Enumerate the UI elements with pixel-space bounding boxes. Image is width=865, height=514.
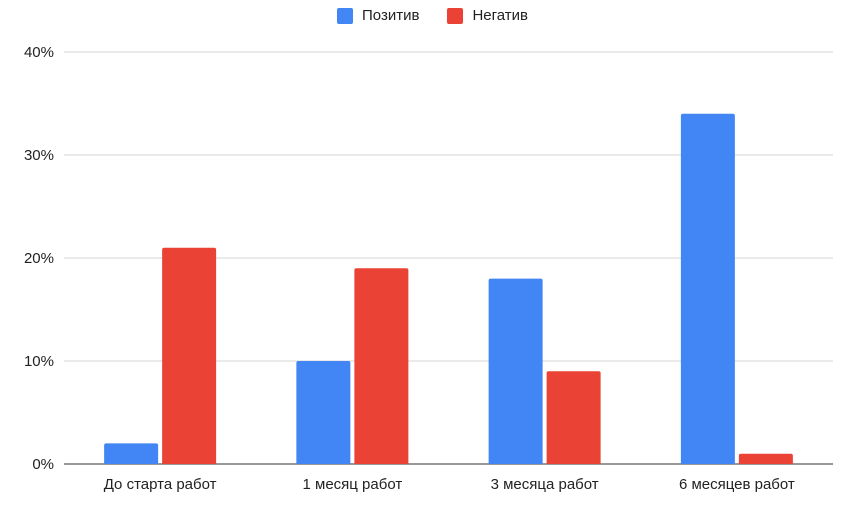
- bar-positive: [680, 113, 735, 465]
- y-tick-label: 10%: [24, 353, 54, 370]
- bar-negative: [162, 247, 217, 464]
- legend-swatch-positive: [337, 7, 353, 24]
- chart-legend: Позитив Негатив: [0, 7, 865, 24]
- x-tick-label: 1 месяц работ: [303, 476, 403, 493]
- bar-negative: [738, 453, 793, 464]
- y-tick-label: 0%: [32, 456, 54, 473]
- legend-swatch-negative: [447, 7, 464, 24]
- bar-positive: [296, 361, 351, 464]
- bar-negative: [546, 371, 601, 464]
- bar-negative: [354, 268, 409, 464]
- y-tick-label: 20%: [24, 250, 54, 267]
- legend-item-negative: Негатив: [447, 7, 528, 24]
- legend-item-positive: Позитив: [337, 7, 419, 24]
- y-tick-label: 30%: [24, 147, 54, 164]
- legend-label-negative: Негатив: [472, 7, 528, 24]
- bar-positive: [104, 443, 159, 464]
- legend-label-positive: Позитив: [362, 7, 420, 24]
- x-tick-label: До старта работ: [104, 476, 217, 493]
- x-tick-label: 6 месяцев работ: [679, 476, 795, 493]
- x-tick-label: 3 месяца работ: [491, 476, 599, 493]
- bar-positive: [488, 278, 543, 464]
- y-tick-label: 40%: [24, 44, 54, 61]
